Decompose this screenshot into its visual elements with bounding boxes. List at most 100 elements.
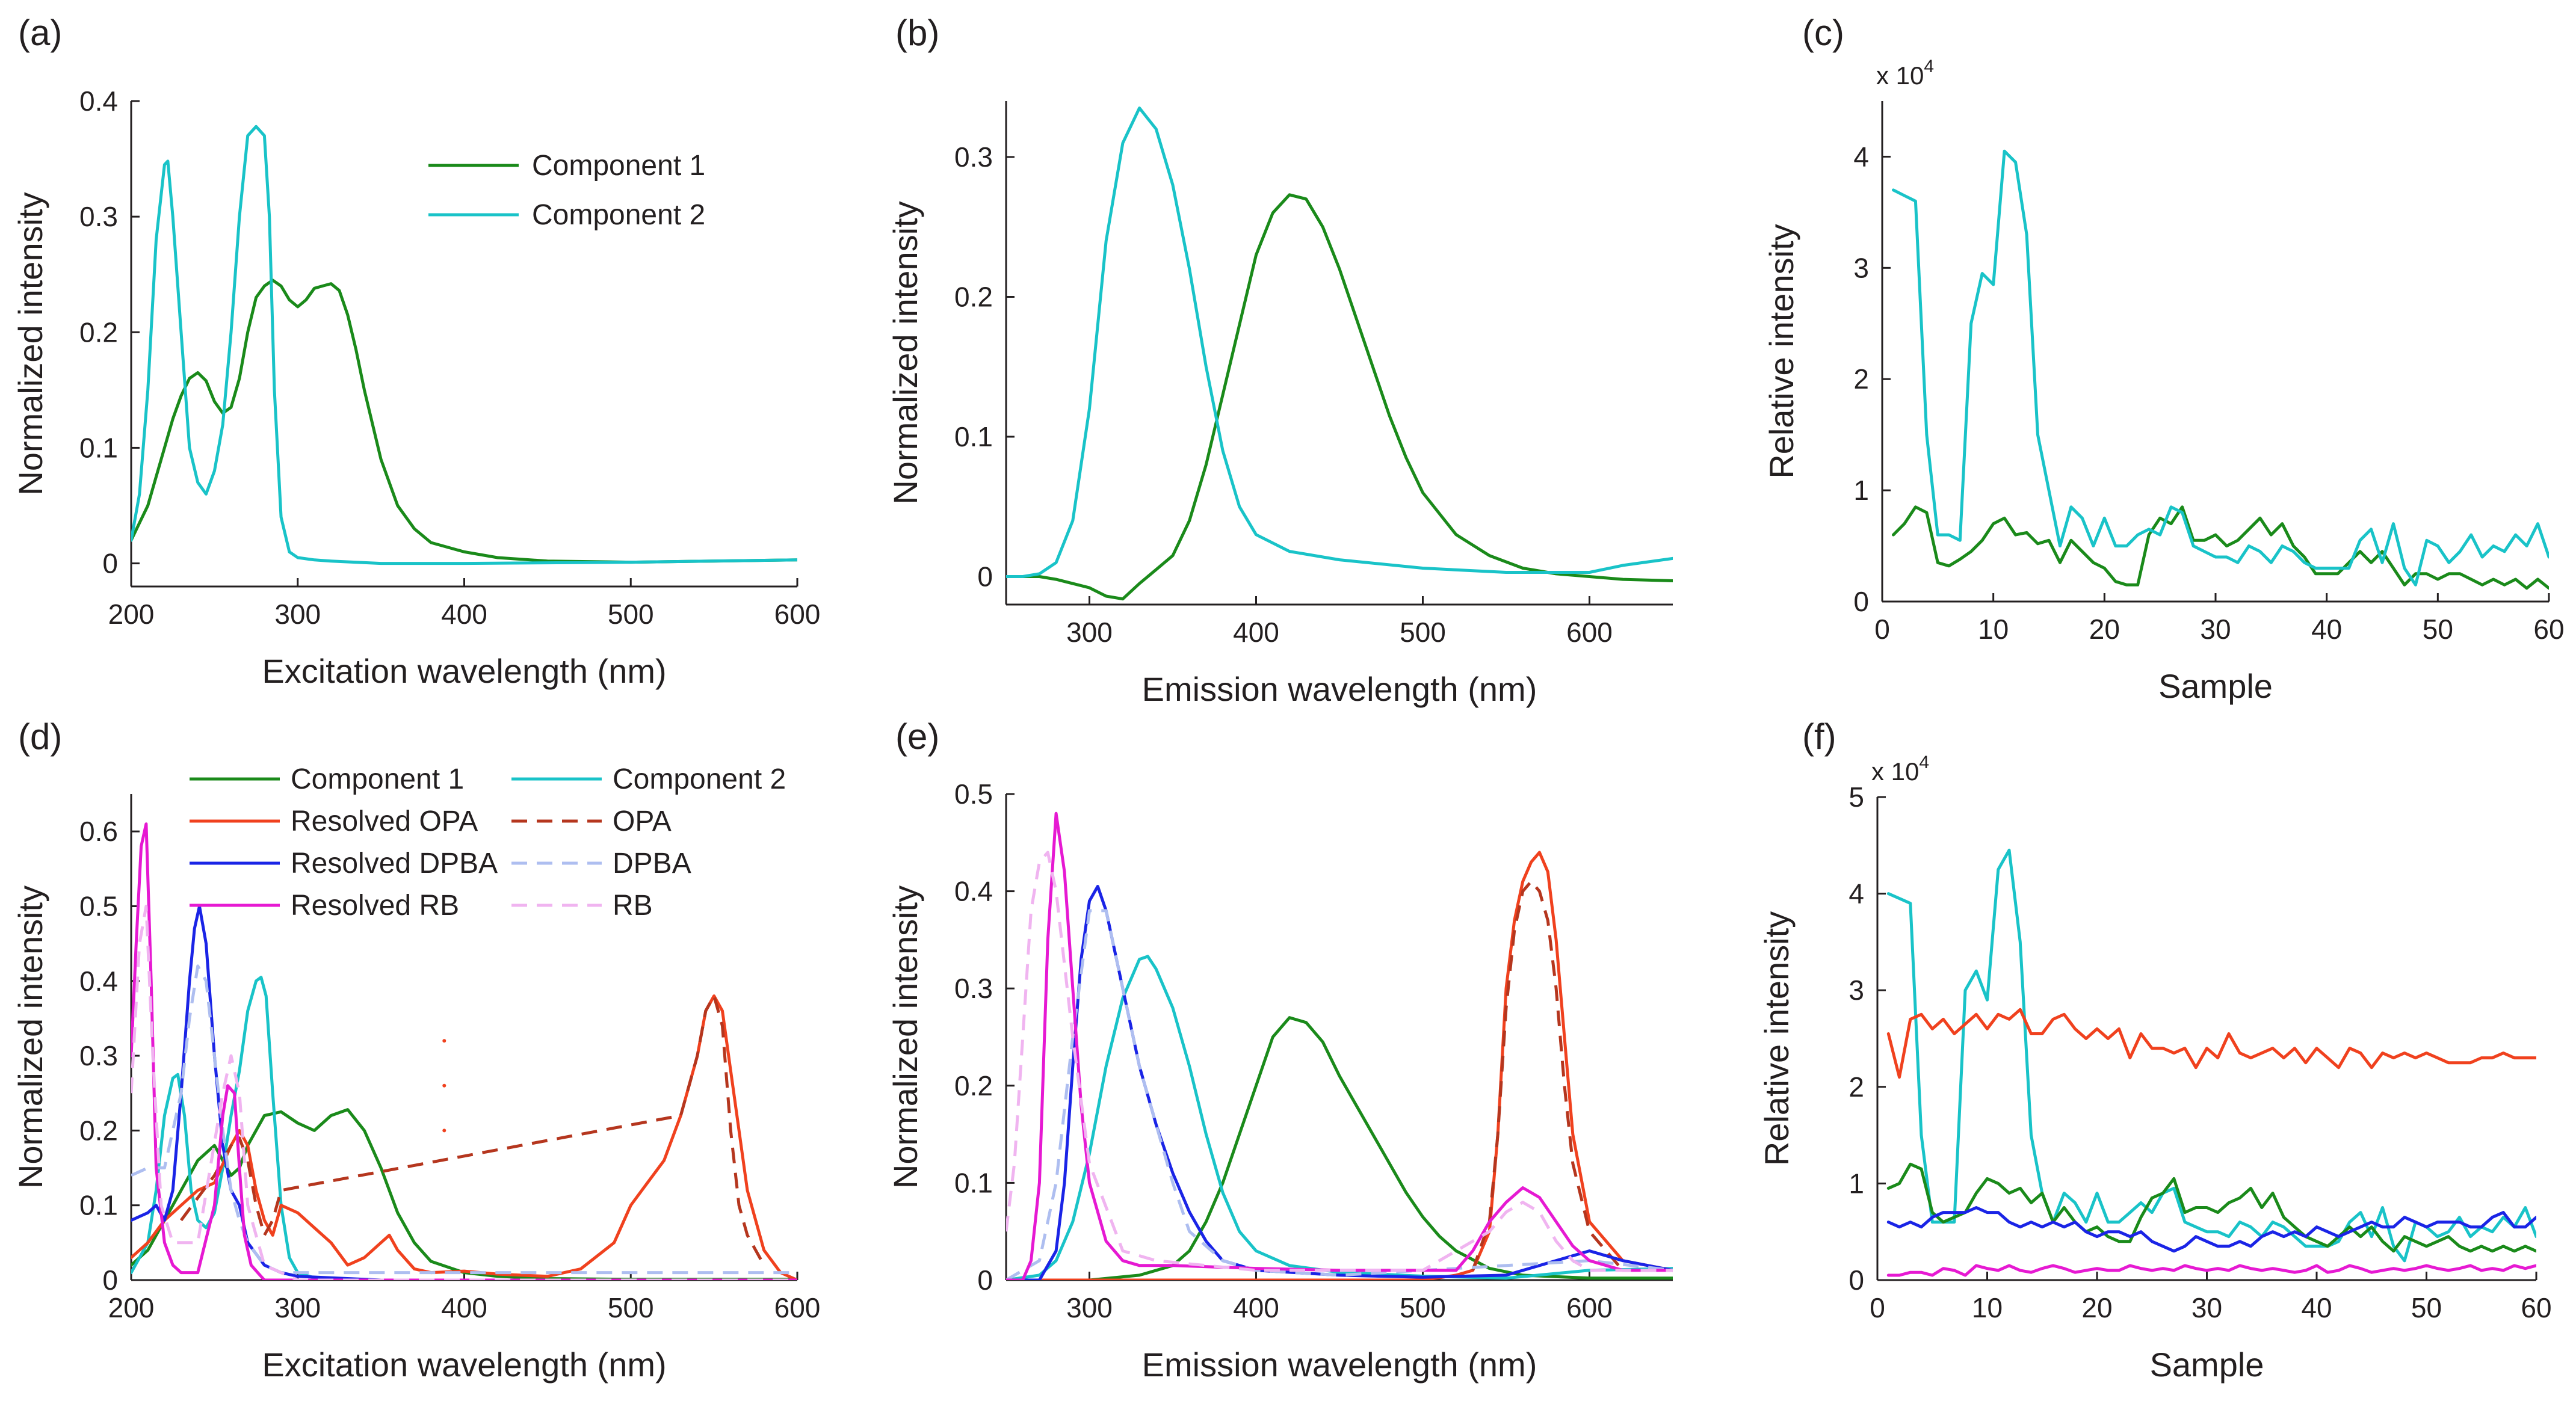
panel-e: 300 400 500 600 0 0.1 0.2 0.3 0.4 0.5 Emission wav… [886, 716, 1673, 1384]
legend-label: Component 1 [291, 763, 464, 795]
x-tick-label: 60 [2521, 1292, 2551, 1323]
series-line-resolved-opa [1006, 851, 1673, 1280]
y-tick-label: 0.3 [954, 973, 993, 1004]
series-line-component-1 [1886, 1162, 2536, 1253]
legend-label: Resolved DPBA [291, 848, 498, 879]
y-axis-label: Normalized intensity [886, 201, 924, 504]
x-tick-label: 300 [274, 599, 321, 630]
y-tick-label: 0 [102, 1264, 118, 1296]
x-tick-label: 500 [1400, 617, 1446, 648]
series-line-component-1 [1892, 505, 2549, 590]
y-tick-label: 0.1 [79, 1190, 118, 1221]
series-line-resolved-dpba [1886, 1206, 2536, 1253]
x-axis-label: Emission wavelength (nm) [1142, 1346, 1537, 1384]
x-tick-label: 50 [2411, 1292, 2442, 1323]
x-tick-label: 30 [2200, 614, 2231, 645]
axis-multiplier: x 104 [1871, 753, 1929, 786]
series-line-rb [131, 905, 797, 1280]
x-tick-label: 400 [1233, 617, 1279, 648]
series-group [1006, 811, 1673, 1280]
series-line-component-2 [1892, 149, 2549, 587]
y-tick-label: 0.2 [954, 282, 993, 313]
x-tick-label: 600 [774, 599, 821, 630]
x-tick-label: 50 [2423, 614, 2453, 645]
y-axis-label: Relative intensity [1762, 224, 1800, 478]
x-tick-label: 40 [2311, 614, 2342, 645]
y-tick-label: 2 [1849, 1071, 1864, 1103]
y-tick-label: 0.1 [954, 1167, 993, 1198]
y-axis-label: Normalized intensity [11, 192, 49, 495]
series-line-resolved-dpba [1006, 885, 1673, 1280]
y-tick-label: 0.3 [79, 201, 118, 232]
stray-point [442, 1128, 446, 1133]
series-line-resolved-dpba [131, 905, 797, 1280]
y-tick-label: 5 [1849, 781, 1864, 813]
x-tick-label: 30 [2191, 1292, 2222, 1323]
y-tick-label: 0.5 [79, 890, 118, 922]
y-tick-label: 3 [1849, 974, 1864, 1006]
x-tick-label: 20 [2081, 1292, 2112, 1323]
series-line-opa [1471, 879, 1624, 1272]
x-tick-label: 20 [2089, 614, 2120, 645]
panel-label: (e) [895, 716, 939, 757]
legend: Component 1 Component 2 [428, 150, 705, 231]
series-line-dpba [1006, 909, 1673, 1280]
x-axis-label: Emission wavelength (nm) [1142, 670, 1537, 708]
panel-label: (c) [1802, 13, 1844, 53]
series-line-component-2 [1006, 106, 1673, 578]
x-tick-label: 40 [2301, 1292, 2332, 1323]
x-tick-label: 200 [108, 599, 155, 630]
stray-point [442, 1039, 446, 1043]
series-line-component-2 [1886, 848, 2536, 1263]
y-tick-label: 4 [1849, 878, 1864, 910]
series-line-resolved-opa [1886, 1008, 2536, 1079]
axis-multiplier: x 104 [1876, 57, 1934, 90]
panel-label: (d) [18, 716, 62, 757]
x-tick-label: 600 [1566, 1292, 1613, 1323]
y-axis-label: Normalized intensity [11, 885, 49, 1189]
y-axis-label: Normalized intensity [886, 885, 924, 1189]
y-tick-label: 0.4 [79, 85, 118, 117]
series-line-component-1 [131, 1108, 797, 1280]
series-line-rb [1006, 851, 1673, 1272]
series-line-opa [179, 994, 765, 1266]
x-axis-label: Sample [2150, 1346, 2264, 1384]
panel-f: 0 10 20 30 40 50 60 0 1 2 3 4 5 Sample Relative intens… [1758, 716, 2552, 1384]
y-tick-label: 3 [1853, 252, 1869, 283]
series-line-component-1 [1006, 1016, 1673, 1280]
y-tick-label: 1 [1849, 1168, 1864, 1199]
legend-label: RB [613, 890, 653, 922]
x-tick-label: 500 [608, 599, 654, 630]
x-tick-label: 300 [1066, 617, 1113, 648]
y-tick-label: 0.6 [79, 816, 118, 847]
legend-label: OPA [613, 805, 672, 837]
panel-a: 200 300 400 500 600 0 0.1 0.2 0.3 0.4 Excitation w… [11, 13, 820, 690]
panel-label: (f) [1802, 716, 1836, 757]
legend-label: Component 2 [532, 199, 705, 231]
x-tick-label: 600 [774, 1292, 821, 1323]
x-tick-label: 300 [1066, 1292, 1113, 1323]
series-line-component-2 [131, 125, 797, 565]
y-tick-label: 0 [1853, 586, 1869, 617]
x-tick-label: 10 [1972, 1292, 2003, 1323]
series-line-resolved-rb [1886, 1264, 2536, 1277]
panel-d: 200 300 400 500 600 0 0.1 0.2 0.3 0.4 0.5 0.6 Excita… [11, 716, 820, 1384]
y-tick-label: 0.1 [79, 432, 118, 463]
x-tick-label: 400 [441, 1292, 487, 1323]
series-line-resolved-opa [131, 994, 797, 1280]
x-tick-label: 200 [108, 1292, 155, 1323]
series-group [1892, 149, 2549, 590]
x-tick-label: 600 [1566, 617, 1613, 648]
y-tick-label: 0.3 [79, 1040, 118, 1071]
series-group [1006, 106, 1673, 601]
y-tick-label: 0 [977, 561, 993, 593]
panel-c: 0 10 20 30 40 50 60 0 1 2 3 4 Sample Relative intensi… [1762, 13, 2565, 705]
legend-label: Resolved OPA [291, 805, 478, 837]
y-tick-label: 0 [1849, 1264, 1864, 1296]
legend: Component 1 Component 2 Resolved OPA OPA Res… [190, 763, 786, 922]
panel-label: (a) [18, 13, 62, 53]
legend-label: DPBA [613, 848, 691, 879]
panel-b: 300 400 500 600 0 0.1 0.2 0.3 Emission wavelengt… [886, 13, 1673, 708]
y-axis-label: Relative intensity [1758, 911, 1796, 1166]
x-tick-label: 0 [1870, 1292, 1885, 1323]
